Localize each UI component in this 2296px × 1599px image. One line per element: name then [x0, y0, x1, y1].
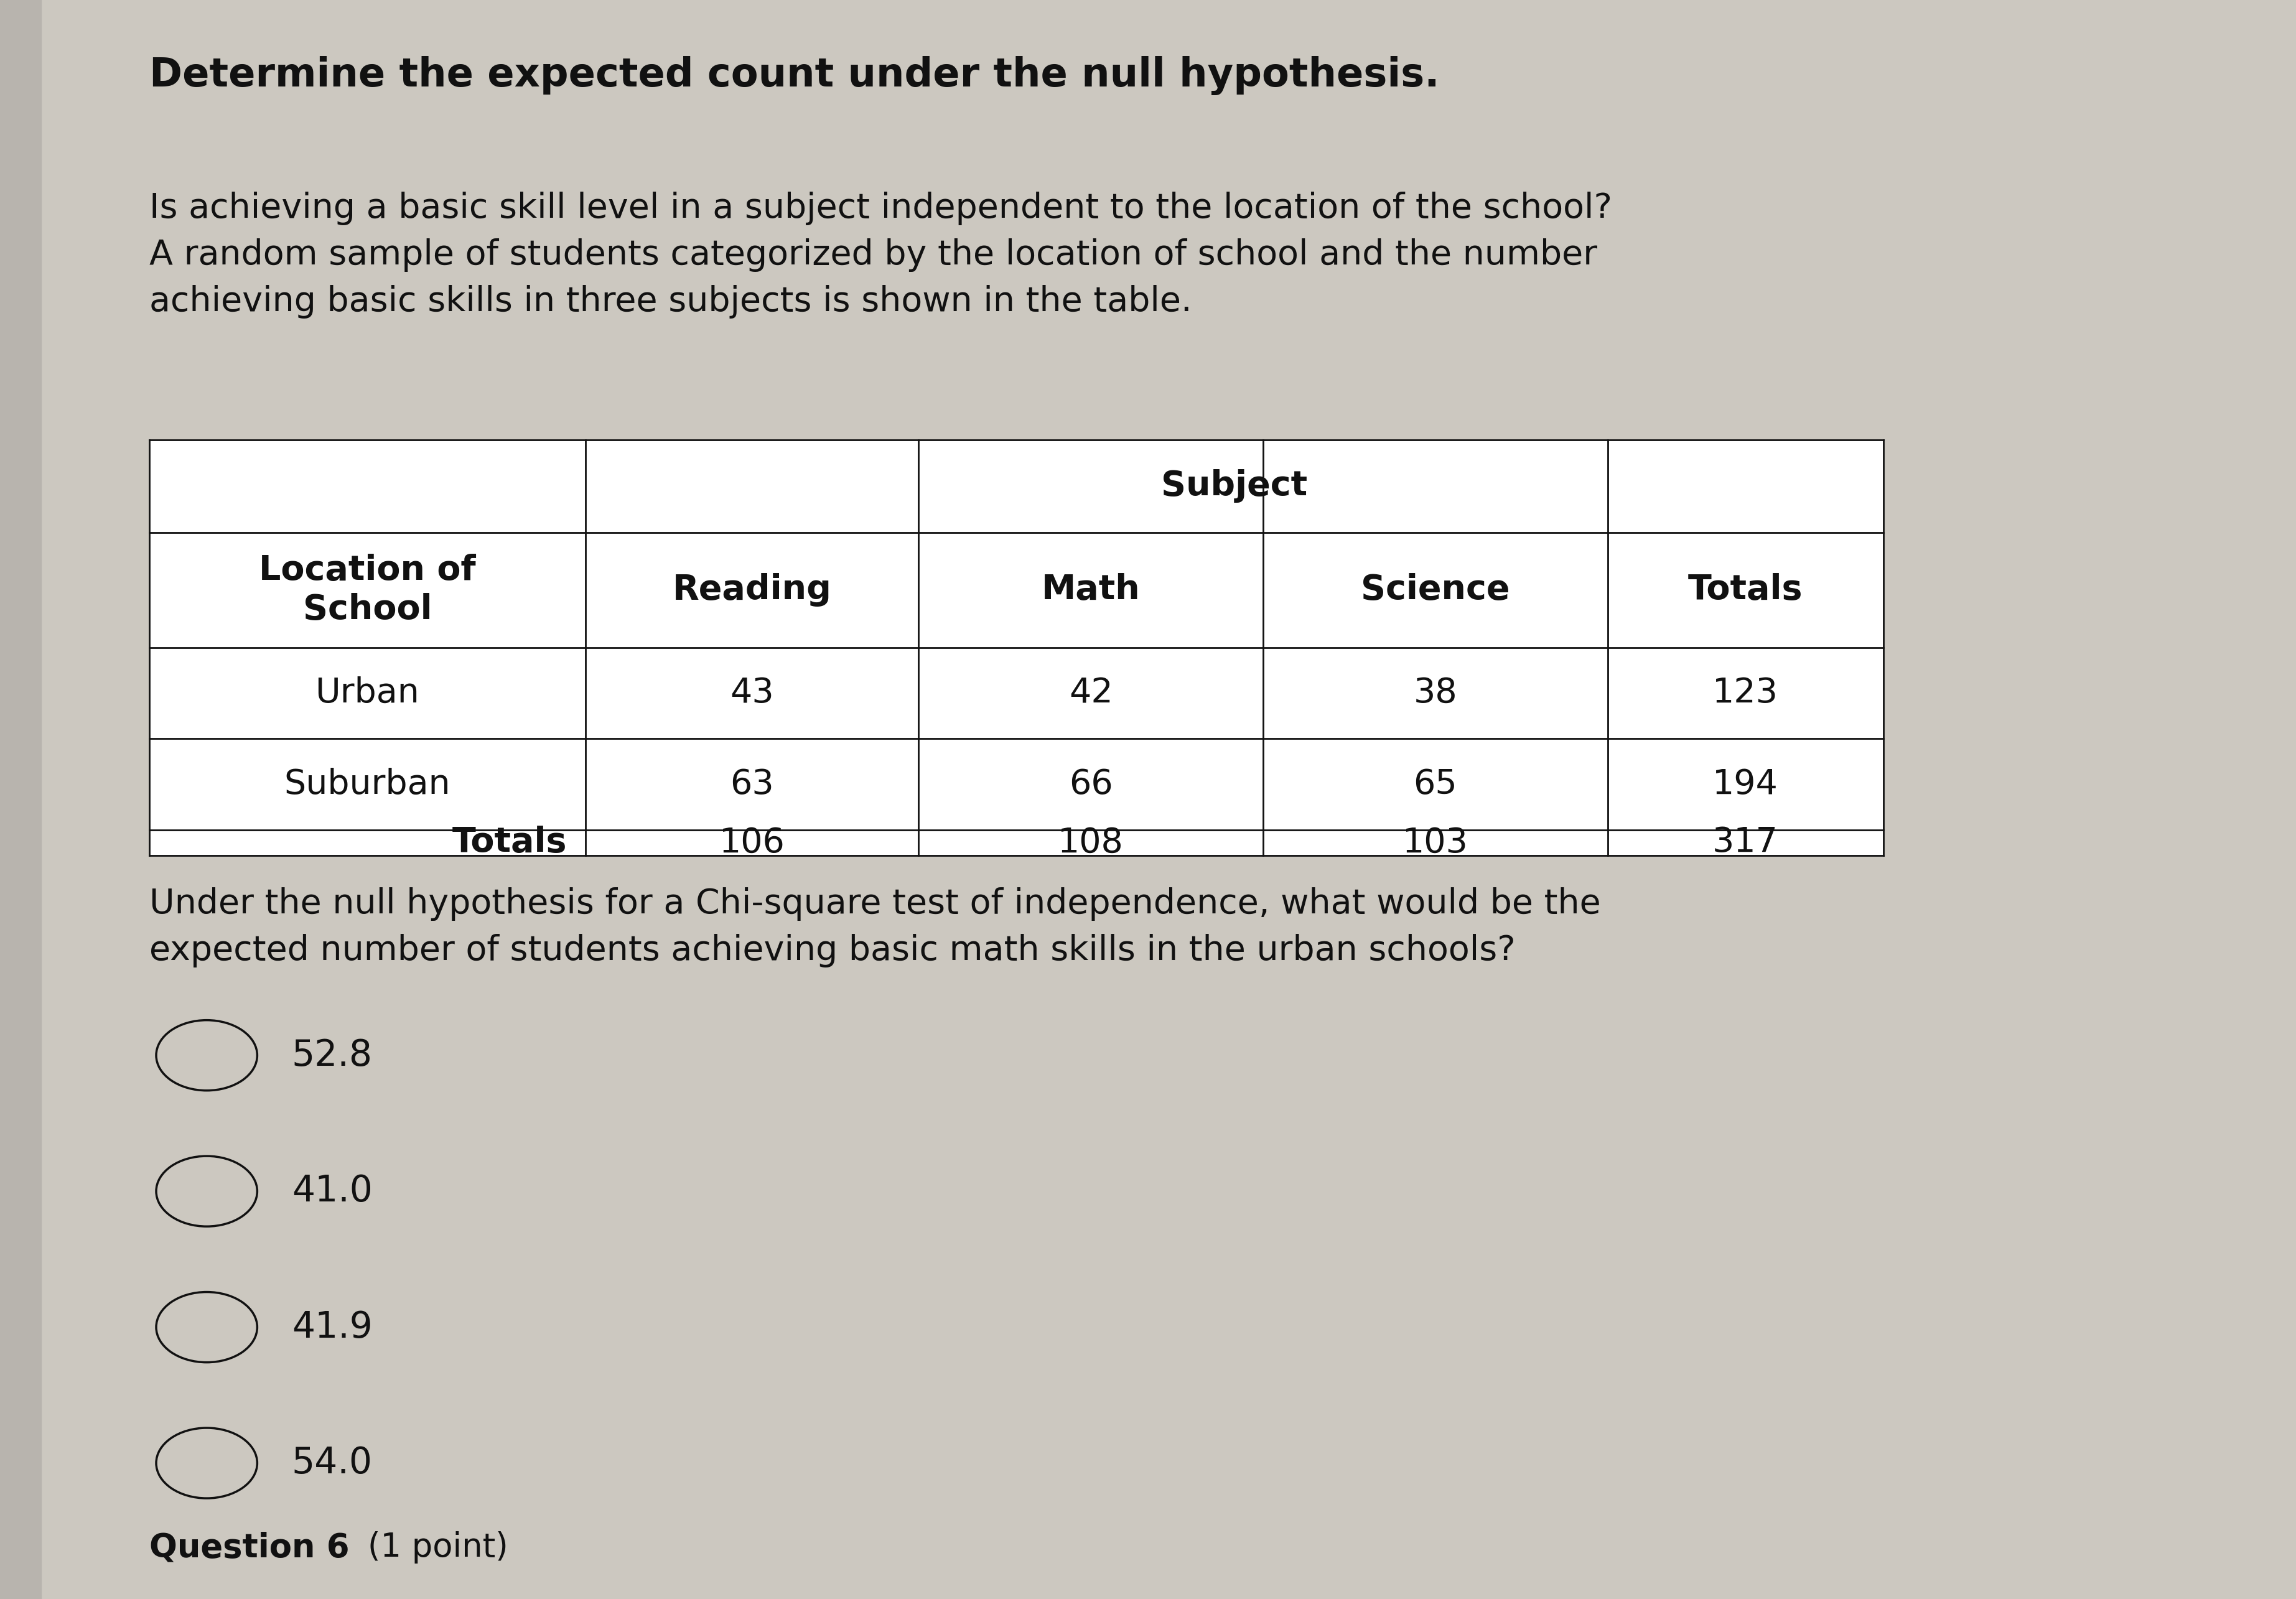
Text: 106: 106	[719, 825, 785, 860]
Text: Location of
School: Location of School	[259, 553, 475, 627]
Text: Under the null hypothesis for a Chi-square test of independence, what would be t: Under the null hypothesis for a Chi-squa…	[149, 887, 1600, 967]
Text: Is achieving a basic skill level in a subject independent to the location of the: Is achieving a basic skill level in a su…	[149, 192, 1612, 318]
Text: Science: Science	[1362, 572, 1508, 608]
Text: Totals: Totals	[452, 825, 567, 860]
Text: Math: Math	[1040, 572, 1141, 608]
Text: 63: 63	[730, 768, 774, 801]
Text: 43: 43	[730, 676, 774, 710]
Text: 52.8: 52.8	[292, 1038, 372, 1073]
Text: Question 6: Question 6	[149, 1532, 360, 1564]
Text: Determine the expected count under the null hypothesis.: Determine the expected count under the n…	[149, 56, 1440, 96]
Text: Totals: Totals	[1688, 572, 1802, 608]
Text: 123: 123	[1713, 676, 1777, 710]
Text: 65: 65	[1412, 768, 1458, 801]
Text: 108: 108	[1058, 825, 1123, 860]
Text: 194: 194	[1713, 768, 1777, 801]
Text: Subject: Subject	[1162, 469, 1306, 504]
Bar	[0, 0, 41, 1599]
Text: 317: 317	[1713, 825, 1777, 860]
Text: 103: 103	[1403, 825, 1467, 860]
Text: 41.9: 41.9	[292, 1310, 372, 1345]
Text: Reading: Reading	[673, 572, 831, 608]
Text: 54.0: 54.0	[292, 1445, 372, 1481]
Text: 41.0: 41.0	[292, 1174, 372, 1209]
Text: 38: 38	[1412, 676, 1458, 710]
Text: Suburban: Suburban	[285, 768, 450, 801]
Text: 42: 42	[1068, 676, 1114, 710]
Text: (1 point): (1 point)	[367, 1532, 507, 1564]
Text: Urban: Urban	[315, 676, 420, 710]
Text: 66: 66	[1068, 768, 1114, 801]
Bar	[149, 440, 1883, 855]
